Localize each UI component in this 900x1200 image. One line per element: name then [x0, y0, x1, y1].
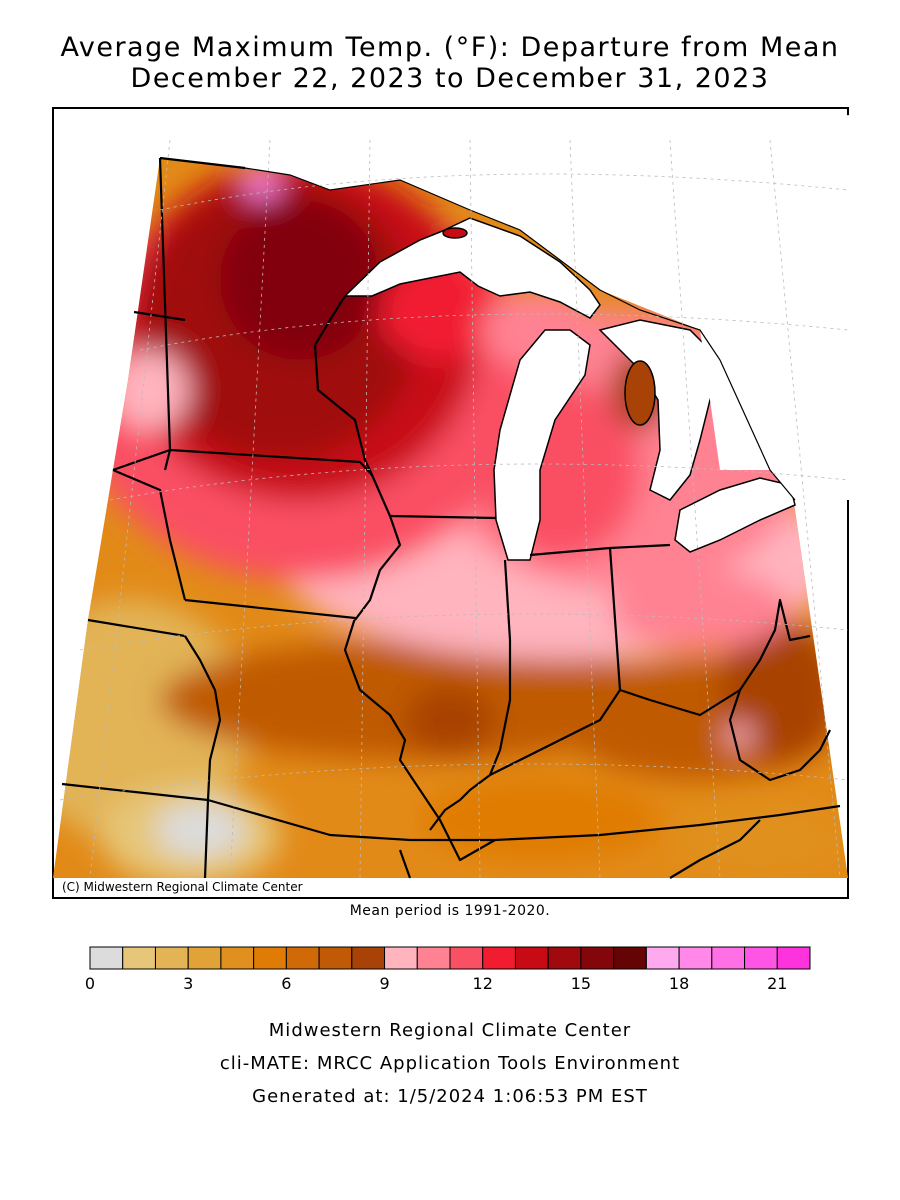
color-scale-tick-label: 18: [668, 974, 690, 993]
state-boundaries: [61, 156, 841, 879]
color-scale-tick-label: 9: [379, 974, 390, 993]
footer-tool: cli-MATE: MRCC Application Tools Environ…: [219, 1053, 681, 1074]
color-scale-tick-label: 12: [472, 974, 493, 993]
map-date-range: December 22, 2023 to December 31, 2023: [130, 63, 770, 94]
color-scale-tick-label: 21: [767, 974, 788, 993]
color-scale-swatch: [384, 946, 418, 970]
color-scale-swatch: [580, 946, 615, 970]
color-scale-swatch: [744, 946, 778, 970]
color-scale-swatch: [220, 946, 255, 970]
great-lakes: [343, 217, 796, 561]
footer-generated: Generated at: 1/5/2024 1:06:53 PM EST: [252, 1086, 648, 1107]
map-credit: (C) Midwestern Regional Climate Center: [56, 878, 309, 896]
color-scale-tick-label: 6: [281, 974, 292, 993]
color-scale-tick-label: 3: [183, 974, 194, 993]
color-scale-swatch: [449, 946, 484, 970]
color-scale-swatch: [154, 946, 189, 970]
mean-period-note: Mean period is 1991-2020.: [349, 903, 551, 919]
color-scale-bar: [89, 946, 811, 970]
color-scale-swatch: [776, 946, 811, 970]
color-scale-swatch: [253, 946, 287, 970]
color-scale-swatch: [122, 946, 156, 970]
color-scale-swatch: [547, 946, 582, 970]
color-scale-swatch: [613, 946, 647, 970]
color-scale-swatch: [678, 946, 713, 970]
color-scale-swatch: [514, 946, 549, 970]
color-scale-swatch: [187, 946, 222, 970]
color-scale-swatch: [416, 946, 451, 970]
footer-org: Midwestern Regional Climate Center: [268, 1020, 632, 1041]
color-scale-swatch: [711, 946, 746, 970]
graticule: [59, 139, 849, 879]
color-scale-swatch: [482, 946, 516, 970]
color-scale-swatch: [645, 946, 680, 970]
color-scale-swatch: [89, 946, 124, 970]
shoreline: [244, 167, 796, 501]
color-scale-tick-label: 15: [570, 974, 592, 993]
color-scale-tick-label: 0: [84, 974, 96, 993]
map-title: Average Maximum Temp. (°F): Departure fr…: [60, 32, 840, 63]
color-scale-swatch: [318, 946, 353, 970]
color-scale-swatch: [351, 946, 386, 970]
color-scale-swatch: [285, 946, 320, 970]
no-data-area: [160, 115, 855, 500]
